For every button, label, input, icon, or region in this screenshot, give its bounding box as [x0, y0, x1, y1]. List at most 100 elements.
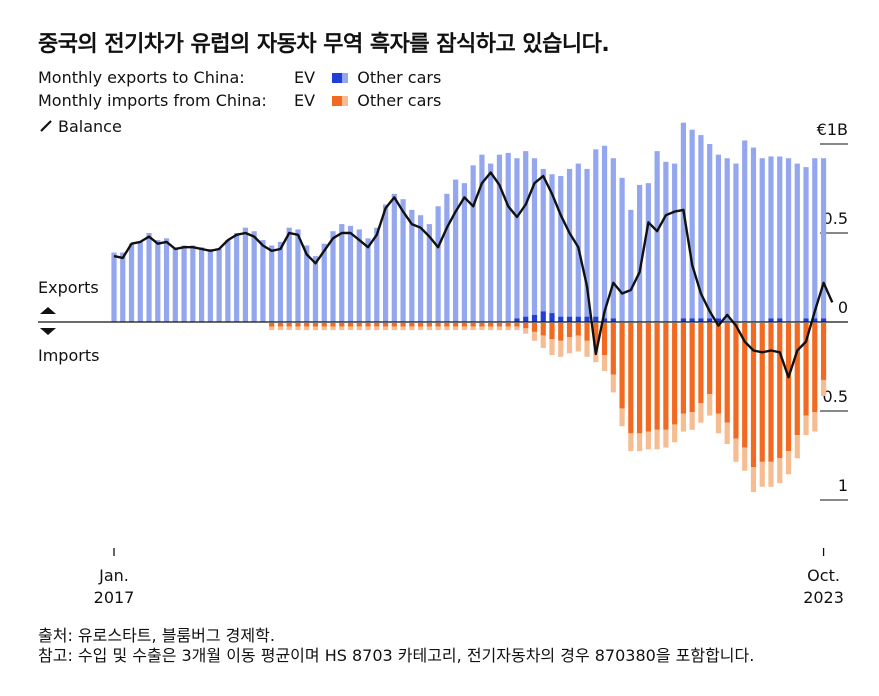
import-other-bar: [672, 424, 678, 443]
export-other-bar: [505, 152, 511, 322]
import-ev-bar: [803, 323, 809, 416]
source-note: 출처: 유로스타트, 블룸버그 경제학.: [38, 626, 275, 645]
import-other-bar: [312, 326, 319, 331]
export-other-bar: [733, 163, 739, 322]
import-other-bar: [356, 326, 362, 331]
legend-import-ev: EV: [294, 91, 316, 110]
export-other-bar: [531, 158, 538, 315]
chart-title: 중국의 전기차가 유럽의 자동차 무역 흑자를 잠식하고 있습니다.: [38, 32, 610, 57]
import-other-bar: [733, 438, 739, 462]
export-ev-bar: [715, 318, 722, 322]
import-ev-bar: [505, 323, 511, 327]
import-ev-bar: [418, 323, 424, 327]
import-other-bar: [391, 326, 397, 331]
export-other-bar: [558, 176, 564, 317]
import-ev-bar: [347, 323, 354, 327]
export-other-bar: [672, 163, 678, 322]
export-other-bar: [628, 209, 634, 322]
export-other-bar: [409, 209, 415, 322]
export-other-bar: [785, 158, 792, 322]
footer: 출처: 유로스타트, 블룸버그 경제학. 참고: 수입 및 수출은 3개월 이동…: [38, 626, 868, 666]
export-other-bar: [330, 231, 336, 322]
export-other-bar: [400, 199, 406, 322]
export-other-bar: [461, 183, 467, 322]
export-other-bar: [339, 224, 345, 322]
import-other-bar: [365, 326, 371, 331]
export-other-swatch: [338, 73, 349, 83]
import-ev-bar: [488, 323, 494, 327]
import-ev-bar: [689, 323, 695, 412]
import-ev-bar: [295, 323, 301, 327]
export-other-bar: [575, 163, 581, 317]
export-other-bar: [312, 256, 319, 322]
export-other-bar: [803, 167, 809, 319]
export-ev-bar: [820, 318, 827, 322]
legend-balance-label: Balance: [58, 117, 122, 136]
import-ev-bar: [391, 323, 397, 327]
export-ev-bar: [549, 313, 555, 322]
export-other-bar: [488, 163, 494, 322]
import-ev-bar: [575, 323, 581, 336]
import-ev-bar: [820, 323, 827, 380]
import-ev-swatch: [332, 96, 342, 106]
import-ev-bar: [461, 323, 467, 327]
export-other-bar: [347, 225, 354, 322]
legend-export-ev: EV: [294, 68, 316, 87]
import-ev-bar: [724, 323, 730, 423]
export-ev-bar: [707, 318, 713, 322]
import-ev-bar: [479, 323, 485, 327]
y-tick-label: 1: [838, 476, 848, 495]
export-other-bar: [759, 158, 765, 322]
import-other-bar: [269, 326, 275, 331]
import-other-bar: [707, 394, 713, 416]
legend-export-other: Other cars: [357, 68, 442, 87]
import-other-bar: [645, 431, 651, 450]
import-ev-bar: [566, 323, 573, 338]
import-other-bar: [523, 328, 529, 334]
up-arrow-icon: [40, 307, 56, 314]
export-other-bar: [199, 247, 205, 322]
export-other-bar: [172, 247, 178, 322]
import-ev-bar: [584, 323, 590, 341]
export-other-bar: [435, 206, 441, 322]
import-ev-bar: [601, 323, 608, 356]
import-ev-bar: [365, 323, 371, 327]
export-other-bar: [715, 154, 722, 319]
export-other-bar: [523, 151, 529, 317]
legend-balance: Balance: [38, 117, 122, 136]
import-ev-bar: [663, 323, 669, 430]
export-ev-bar: [514, 318, 520, 322]
legend-imports-row: Monthly imports from China:: [38, 91, 267, 110]
import-ev-bar: [286, 323, 292, 327]
chart-canvas: €1B 0.5 0 0.5 1 Jan. 2017 Oct. 2023: [38, 120, 848, 607]
import-other-bar: [820, 379, 827, 396]
export-other-bar: [768, 156, 774, 319]
import-other-bar: [330, 326, 336, 331]
import-other-bar: [514, 326, 520, 331]
export-other-bar: [444, 193, 450, 322]
legend-export-keys: EV Other cars: [294, 68, 441, 87]
export-other-bar: [820, 158, 827, 319]
export-ev-bar: [768, 318, 774, 322]
import-ev-bar: [707, 323, 713, 395]
import-ev-bar: [742, 323, 748, 448]
export-ev-bar: [601, 318, 608, 322]
import-other-bar: [663, 429, 669, 448]
export-other-bar: [374, 227, 380, 322]
import-ev-bar: [698, 323, 704, 404]
import-other-bar: [286, 326, 292, 331]
export-ev-bar: [558, 316, 564, 322]
export-other-bar: [689, 129, 695, 319]
export-other-bar: [418, 215, 424, 322]
x-tick-label: Jan.: [98, 566, 129, 585]
export-other-bar: [584, 168, 590, 317]
export-other-bar: [391, 193, 397, 322]
import-ev-bar: [426, 323, 432, 327]
import-ev-bar: [628, 323, 634, 434]
import-other-bar: [803, 415, 809, 436]
import-other-bar: [715, 413, 722, 434]
import-other-bar: [321, 326, 327, 331]
import-ev-bar: [435, 323, 441, 327]
legend-import-keys: EV Other cars: [294, 91, 441, 110]
export-ev-bar: [610, 318, 616, 322]
